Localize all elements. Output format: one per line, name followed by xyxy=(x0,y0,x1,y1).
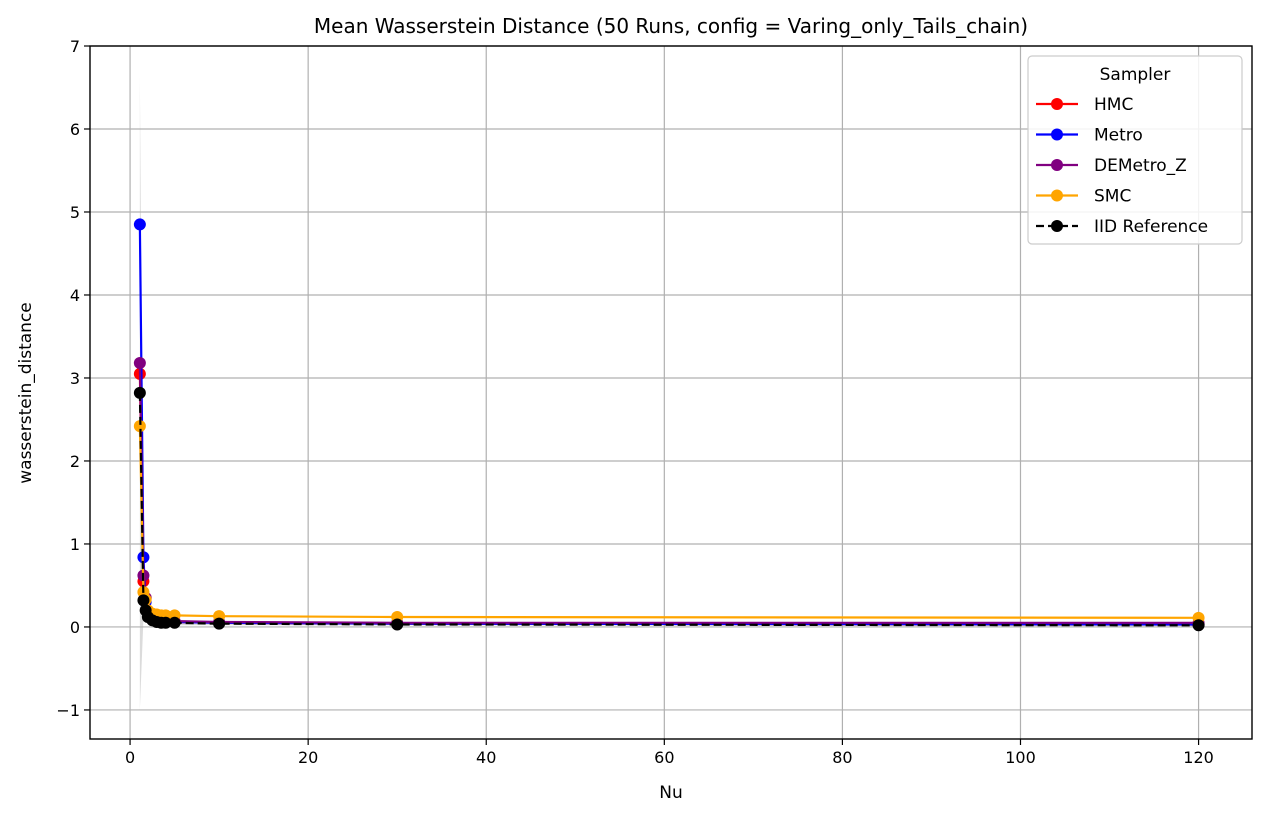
legend-title: Sampler xyxy=(1100,65,1171,85)
y-tick-label: 7 xyxy=(70,37,80,56)
series-point-4 xyxy=(159,616,172,629)
legend-label-0: HMC xyxy=(1094,95,1133,115)
legend-marker-0 xyxy=(1051,98,1063,110)
series-line-3 xyxy=(138,426,1199,619)
x-tick-label: 0 xyxy=(125,748,135,767)
legend-marker-3 xyxy=(1051,189,1063,202)
series-point-4 xyxy=(213,617,226,630)
series-line-1 xyxy=(138,224,1199,626)
y-tick-label: 2 xyxy=(70,452,80,471)
y-tick-label: −1 xyxy=(56,701,80,720)
series-line-2 xyxy=(138,363,1199,624)
y-tick-label: 3 xyxy=(70,369,80,388)
series-point-1 xyxy=(133,218,146,231)
series-point-4 xyxy=(1192,619,1205,632)
series-point-4 xyxy=(391,618,404,631)
legend-marker-4 xyxy=(1051,220,1063,232)
legend: Sampler HMC Metro DEMetro_Z SMC IID Reference xyxy=(1027,55,1243,245)
y-tick-label: 4 xyxy=(70,286,80,305)
legend-label-4: IID Reference xyxy=(1094,217,1208,237)
legend-marker-2 xyxy=(1051,159,1063,171)
axes-frame xyxy=(89,45,1253,740)
y-tick-label: 1 xyxy=(70,535,80,554)
legend-marker-1 xyxy=(1051,128,1063,141)
legend-label-3: SMC xyxy=(1094,187,1131,207)
series-point-4 xyxy=(137,594,150,607)
series-line-0 xyxy=(138,373,1199,626)
x-tick-label: 40 xyxy=(476,748,496,767)
x-axis-label: Nu xyxy=(659,783,683,803)
legend-label-1: Metro xyxy=(1094,126,1143,146)
series-point-4 xyxy=(168,616,181,629)
y-tick-label: 0 xyxy=(70,618,80,637)
chart-title: Mean Wasserstein Distance (50 Runs, conf… xyxy=(314,14,1028,38)
y-tick-label: 6 xyxy=(70,120,80,139)
series-point-2 xyxy=(133,357,146,370)
x-tick-label: 60 xyxy=(654,748,674,767)
y-axis-label: wasserstein_distance xyxy=(16,302,36,484)
series-line-4 xyxy=(138,392,1199,627)
x-tick-label: 20 xyxy=(298,748,318,767)
x-tick-label: 80 xyxy=(832,748,852,767)
y-tick-label: 5 xyxy=(70,203,80,222)
x-tick-label: 120 xyxy=(1183,748,1214,767)
legend-box xyxy=(1027,55,1243,245)
series-point-4 xyxy=(133,386,146,399)
data-layer xyxy=(133,77,1205,710)
x-tick-label: 100 xyxy=(1005,748,1036,767)
series-point-3 xyxy=(133,420,146,433)
legend-label-2: DEMetro_Z xyxy=(1094,156,1187,176)
